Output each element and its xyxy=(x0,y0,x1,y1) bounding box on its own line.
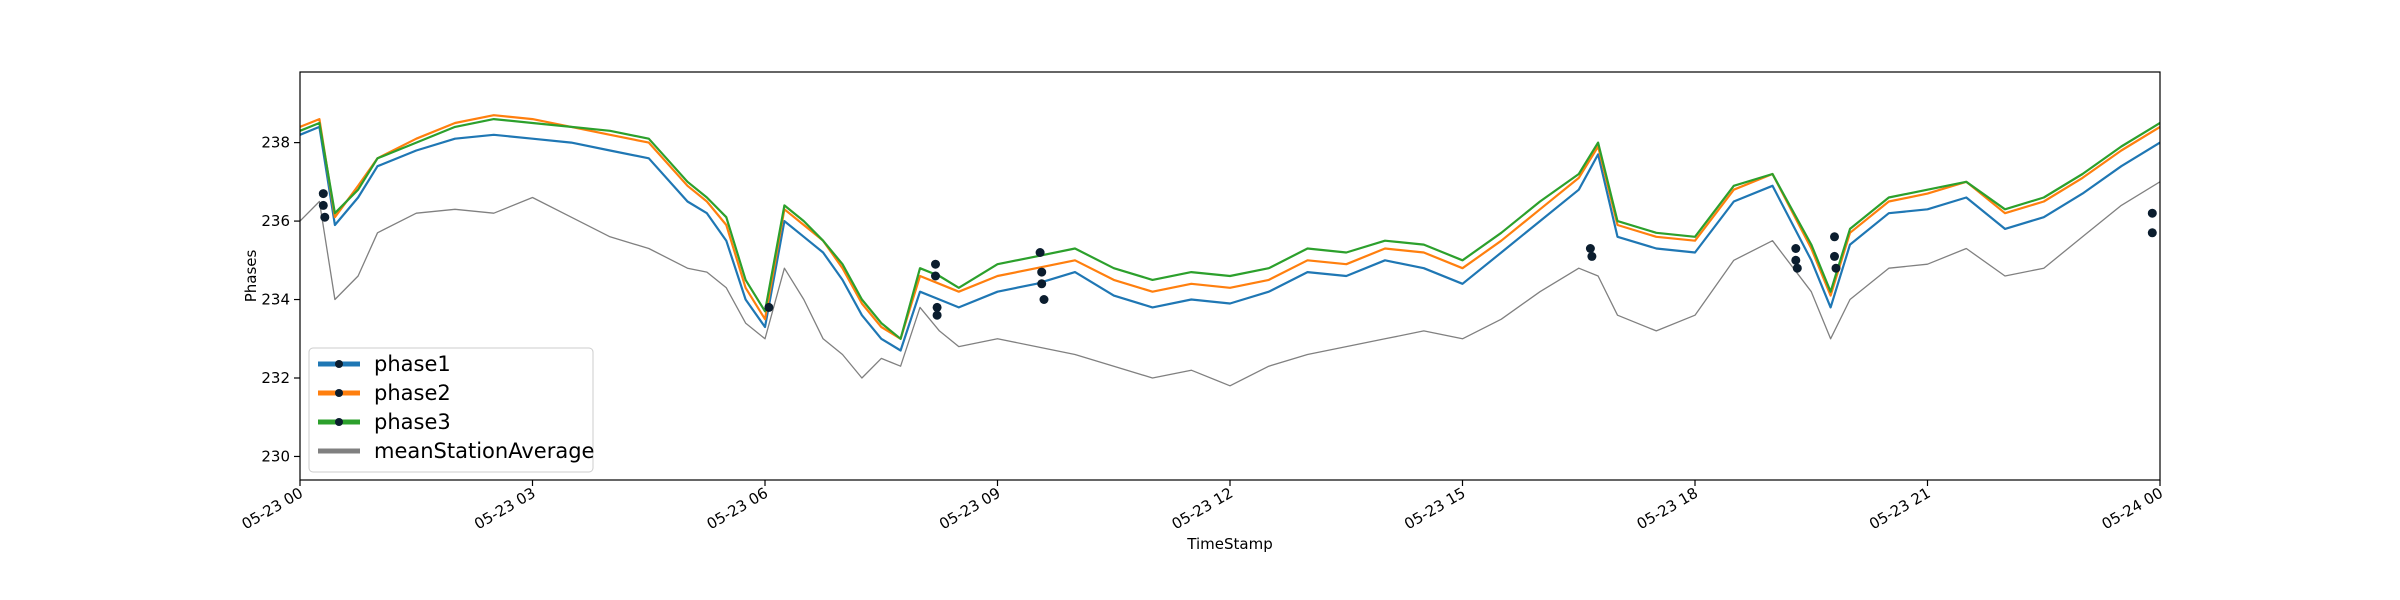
marker-point-18 xyxy=(1830,251,1839,261)
marker-point-17 xyxy=(1830,232,1839,242)
marker-point-12 xyxy=(1585,244,1595,253)
legend-label-phase2: phase2 xyxy=(374,381,451,405)
legend-marker-phase2 xyxy=(335,389,343,397)
x-tick-label: 05-23 21 xyxy=(1866,484,1933,533)
marker-point-3 xyxy=(764,302,774,312)
x-tick-label: 05-23 18 xyxy=(1634,484,1701,533)
y-tick-label: 236 xyxy=(261,212,290,230)
marker-point-4 xyxy=(931,259,940,269)
legend-label-phase3: phase3 xyxy=(374,410,451,434)
marker-point-0 xyxy=(318,189,328,199)
marker-point-10 xyxy=(1037,279,1047,289)
legend-marker-phase1 xyxy=(335,360,343,368)
marker-point-13 xyxy=(1587,251,1597,261)
marker-point-7 xyxy=(932,310,942,320)
y-tick-label: 234 xyxy=(261,291,290,309)
marker-point-16 xyxy=(1792,263,1802,273)
legend-marker-phase3 xyxy=(335,418,343,426)
marker-point-19 xyxy=(1831,263,1841,273)
marker-point-9 xyxy=(1037,267,1047,277)
x-tick-label: 05-24 00 xyxy=(2099,484,2166,533)
marker-point-21 xyxy=(2147,228,2157,238)
x-tick-label: 05-23 06 xyxy=(704,484,771,533)
y-tick-label: 238 xyxy=(261,134,290,152)
x-axis-label: TimeStamp xyxy=(1186,535,1272,553)
marker-point-6 xyxy=(932,302,942,312)
series-line-phase2 xyxy=(299,114,2161,340)
marker-point-20 xyxy=(2147,208,2157,218)
x-axis: 05-23 00 05-23 03 05-23 06 05-23 09 05-23 12… xyxy=(239,480,2166,533)
x-tick-label: 05-23 15 xyxy=(1401,484,1468,533)
series-line-meanStationAverage xyxy=(299,181,2161,387)
legend: phase1 phase2 phase3 meanStationAverage xyxy=(308,347,594,473)
series-line-phase1 xyxy=(299,125,2161,352)
legend-frame xyxy=(308,347,594,473)
legend-label-meanStationAverage: meanStationAverage xyxy=(374,439,594,463)
marker-point-8 xyxy=(1035,248,1045,257)
x-tick-label: 05-23 03 xyxy=(471,484,538,533)
x-tick-label: 05-23 09 xyxy=(936,484,1003,533)
marker-point-15 xyxy=(1791,255,1801,265)
y-tick-label: 230 xyxy=(261,447,290,465)
x-tick-label: 05-23 00 xyxy=(239,484,306,533)
legend-label-phase1: phase1 xyxy=(374,352,451,376)
y-axis: 230 232 234 236 238 xyxy=(261,134,300,465)
series-line-phase3 xyxy=(299,117,2161,340)
marker-point-1 xyxy=(318,200,328,210)
marker-layer xyxy=(318,189,2157,320)
series-layer xyxy=(299,114,2161,387)
x-tick-label: 05-23 12 xyxy=(1169,484,1236,533)
marker-point-14 xyxy=(1791,244,1801,253)
marker-point-2 xyxy=(320,212,330,222)
marker-point-5 xyxy=(931,271,940,281)
marker-point-11 xyxy=(1039,295,1049,304)
y-axis-label: Phases xyxy=(242,250,260,303)
plot-area xyxy=(299,71,2161,481)
y-tick-label: 232 xyxy=(261,369,290,387)
